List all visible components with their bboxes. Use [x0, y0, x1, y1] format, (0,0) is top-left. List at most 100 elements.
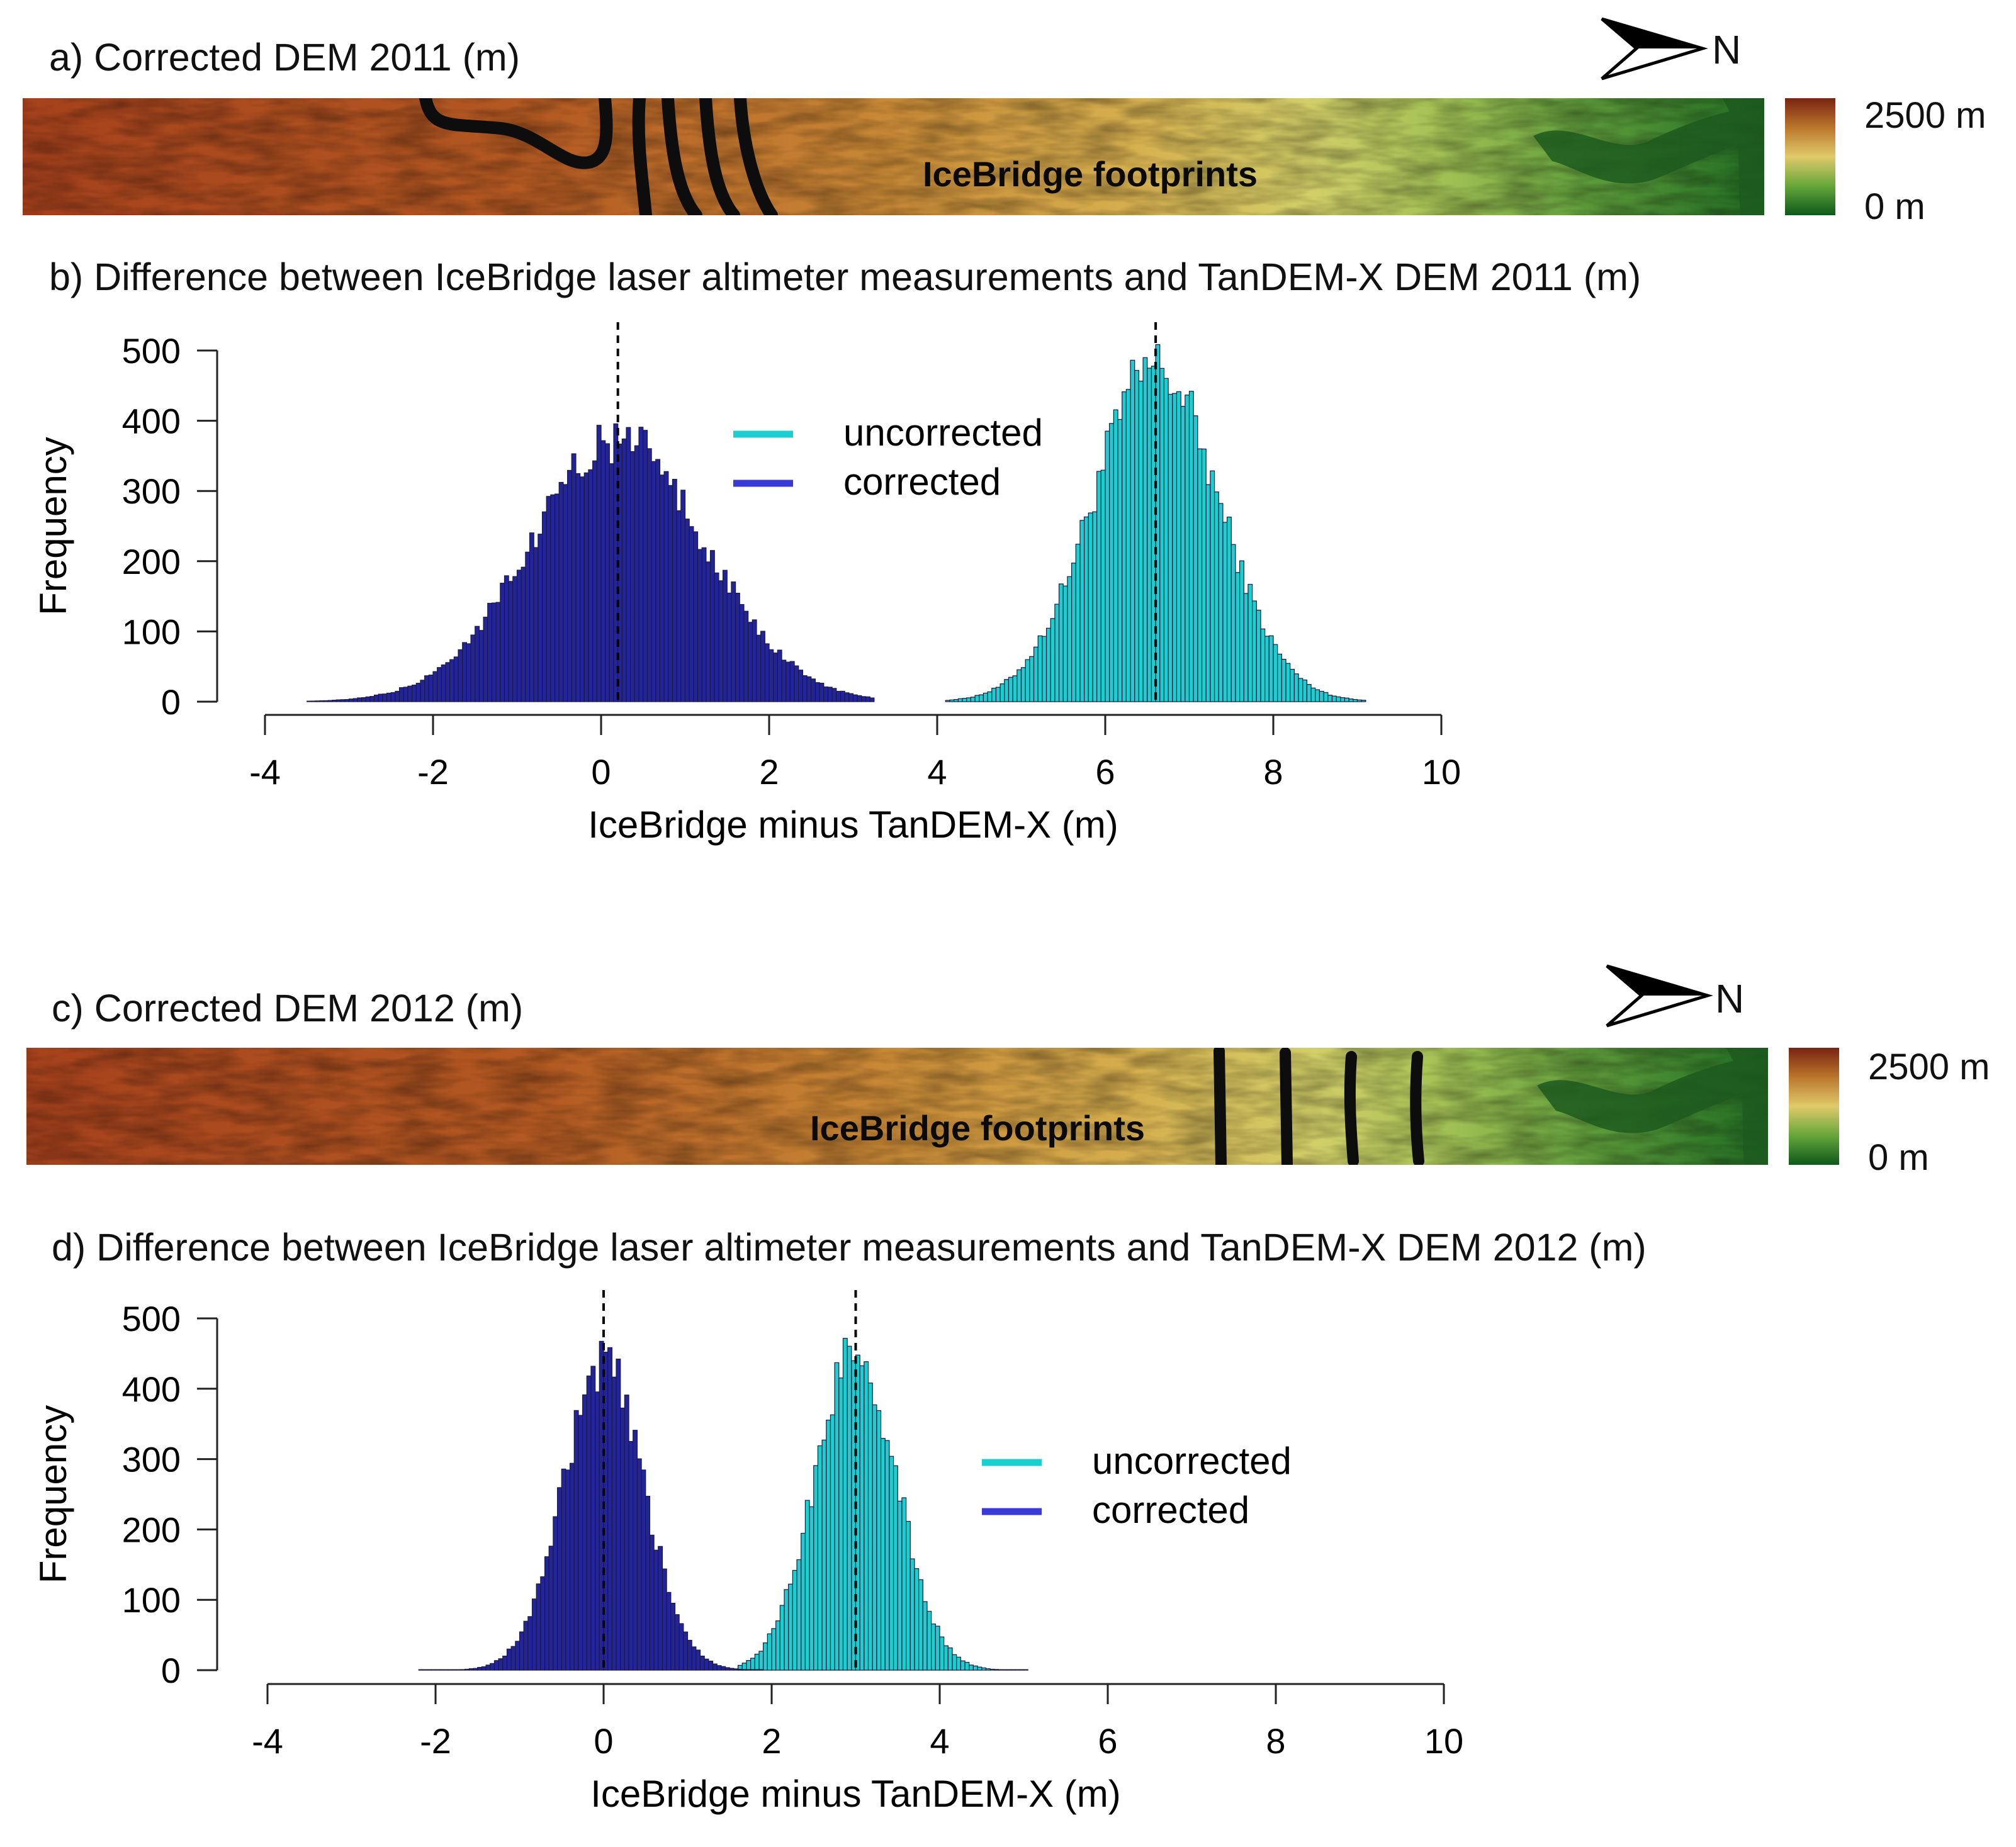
x-tick-label: -4: [249, 752, 281, 792]
series-corrected: [307, 423, 875, 702]
x-tick-label: -4: [252, 1721, 283, 1761]
histogram-bar: [844, 692, 850, 702]
histogram-bar: [901, 1497, 907, 1671]
histogram-bar: [616, 1359, 621, 1671]
histogram-bar: [1293, 673, 1299, 702]
histogram-bar: [857, 695, 862, 702]
histogram-bar: [365, 696, 371, 702]
y-tick-label: 200: [122, 1510, 181, 1549]
histogram-bar: [1290, 668, 1295, 702]
histogram-bar: [465, 1668, 470, 1671]
histogram-bar: [786, 661, 791, 702]
histogram-bar: [395, 690, 400, 702]
histogram-bar: [712, 1663, 718, 1671]
histogram-bar: [995, 687, 1001, 702]
histogram-bar: [781, 660, 787, 702]
x-tick-label: 10: [1422, 752, 1461, 792]
series-uncorrected: [945, 344, 1366, 702]
colorbar-max-label: 2500 m: [1868, 1047, 1990, 1087]
histogram-bar: [653, 1549, 659, 1671]
histogram-bar: [519, 1631, 524, 1671]
histogram-bar: [536, 1583, 541, 1671]
histogram-bar: [546, 496, 551, 702]
histogram-bar: [523, 1620, 529, 1671]
histogram-bar: [361, 697, 366, 702]
y-tick-label: 400: [122, 1369, 181, 1409]
histogram-bar: [611, 1376, 617, 1671]
histogram-bar: [586, 1375, 592, 1671]
histogram-bar: [750, 1658, 755, 1671]
histogram-bar: [323, 700, 329, 702]
histogram-bar: [735, 593, 740, 702]
x-tick-label: 2: [762, 1721, 781, 1761]
histogram-bar: [1062, 585, 1068, 702]
histogram-bar: [335, 699, 341, 702]
histogram-bar: [1273, 644, 1278, 702]
x-tick-label: 4: [930, 1721, 949, 1761]
series-corrected: [418, 1340, 764, 1671]
histogram-bar: [777, 649, 782, 702]
histogram-bar: [1172, 393, 1178, 702]
histogram-bar: [716, 1665, 722, 1671]
histogram-bar: [424, 675, 429, 702]
histogram-bar: [861, 696, 867, 702]
histogram-bar: [981, 1667, 987, 1671]
histogram-bar: [357, 697, 363, 702]
histogram-bar: [1331, 695, 1337, 702]
histogram-bar: [1218, 503, 1224, 702]
histogram-bar: [769, 649, 774, 702]
histogram-bar: [695, 1649, 701, 1671]
histogram-bar: [796, 1559, 802, 1671]
histogram-bar: [684, 519, 690, 702]
histogram-bar: [556, 1487, 562, 1671]
y-tick-label: 300: [122, 471, 181, 511]
histogram-bar: [872, 1404, 877, 1671]
histogram-bar: [445, 662, 451, 702]
histogram-bar: [575, 473, 581, 702]
histogram-bar: [970, 697, 976, 702]
histogram-bar: [893, 1465, 898, 1671]
histogram-bar: [1310, 687, 1316, 702]
histogram-bar: [1188, 391, 1194, 702]
histogram-bar: [956, 1656, 961, 1671]
histogram-bar: [477, 1666, 483, 1671]
histogram-bar: [697, 549, 702, 702]
histogram-bar: [1323, 692, 1329, 702]
histogram-bar: [478, 630, 484, 702]
histogram-bar: [1020, 667, 1026, 702]
histogram-bar: [628, 1440, 634, 1671]
histogram-bar: [1243, 593, 1249, 702]
histogram-bar: [847, 1345, 852, 1671]
histogram-bar: [1264, 636, 1270, 702]
histogram-bar: [441, 664, 446, 702]
histogram-bar: [876, 1410, 882, 1671]
histogram-bar: [784, 1589, 789, 1671]
histogram-bar: [561, 1468, 566, 1671]
histogram-bar: [767, 1633, 772, 1671]
x-tick-label: -2: [417, 752, 449, 792]
histogram-bar: [1298, 678, 1304, 702]
y-tick-label: 100: [122, 1580, 181, 1620]
histogram-bar: [382, 693, 388, 702]
histogram-bar: [590, 1366, 596, 1671]
histogram-bar: [1353, 699, 1358, 702]
histogram-bar: [636, 1458, 642, 1671]
histogram-bar: [458, 649, 463, 702]
histogram-bar: [680, 490, 686, 702]
histogram-bar: [541, 511, 547, 702]
histogram-bar: [641, 1469, 646, 1671]
histogram-bar: [743, 610, 749, 702]
x-tick-label: 6: [1098, 1721, 1117, 1761]
histogram-bar: [527, 1616, 533, 1671]
histogram-bar: [1327, 695, 1333, 702]
x-axis-label: IceBridge minus TanDEM-X (m): [588, 804, 1118, 846]
histogram-bar: [352, 698, 358, 702]
histogram-bar: [1122, 391, 1127, 702]
north-arrow-icon: [1606, 964, 1713, 1028]
histogram-bar: [540, 1576, 546, 1671]
histogram-bar: [1029, 656, 1035, 702]
histogram-bar: [773, 653, 778, 702]
histogram-bar: [624, 1395, 629, 1671]
histogram-bar: [638, 427, 644, 702]
histogram-bar: [583, 472, 589, 702]
